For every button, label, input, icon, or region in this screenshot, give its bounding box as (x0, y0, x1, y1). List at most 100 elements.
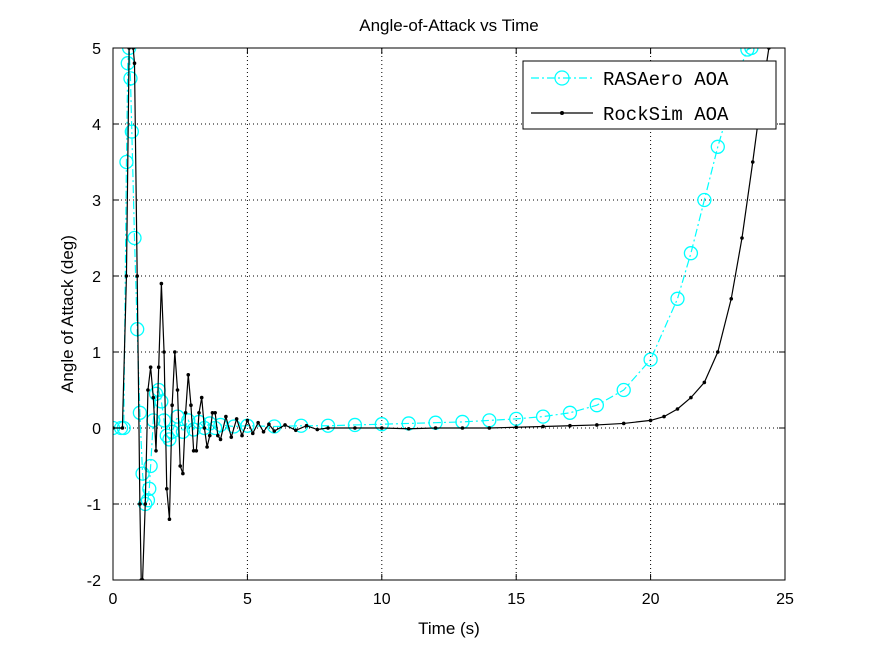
data-point (191, 449, 196, 453)
data-point (186, 373, 191, 377)
data-point (119, 154, 134, 170)
data-point (205, 445, 209, 449)
legend: RASAero AOA RockSim AOA (522, 60, 777, 130)
data-point (202, 426, 207, 430)
y-axis-label: Angle of Attack (deg) (58, 235, 77, 393)
data-point (347, 417, 363, 433)
data-point (272, 429, 277, 433)
data-point (148, 386, 164, 401)
data-point (702, 380, 707, 385)
data-point (189, 403, 193, 408)
data-point (146, 388, 150, 392)
data-point (127, 230, 142, 246)
data-point (175, 388, 180, 392)
data-point (164, 487, 169, 491)
data-point (697, 192, 712, 208)
data-point (124, 124, 139, 139)
axis-ticks: 0 5 10 15 20 25 -2 -1 0 1 2 3 4 5 (87, 41, 794, 608)
data-point (670, 291, 685, 306)
data-point (167, 517, 172, 521)
data-point (197, 411, 201, 415)
data-point (675, 407, 680, 411)
legend-marker-rocksim (560, 111, 564, 115)
y-tick-label: -2 (87, 573, 101, 590)
data-point (406, 426, 411, 431)
data-point (210, 411, 215, 415)
y-tick-label: 5 (92, 41, 101, 58)
data-point (509, 411, 524, 427)
x-tick-label: 5 (243, 591, 252, 608)
data-point (218, 437, 223, 442)
data-point (750, 160, 755, 164)
y-tick-label: 3 (92, 193, 101, 210)
x-axis-label: Time (s) (418, 619, 480, 638)
data-point (143, 502, 148, 506)
x-tick-label: 25 (776, 591, 794, 608)
y-tick-label: 1 (92, 345, 101, 362)
data-point (213, 411, 217, 415)
x-tick-label: 20 (642, 591, 660, 608)
data-point (487, 426, 492, 430)
data-point (178, 464, 182, 468)
data-point (120, 426, 125, 430)
data-point (315, 427, 320, 432)
legend-marker-rasaero (554, 70, 570, 86)
data-point (148, 365, 153, 370)
data-point (159, 281, 164, 286)
data-point (326, 426, 330, 430)
data-point (170, 403, 174, 408)
data-point (154, 394, 169, 409)
data-point (138, 502, 142, 506)
data-point (616, 382, 631, 398)
legend-label-rocksim: RockSim AOA (603, 104, 729, 126)
plot-background (113, 48, 785, 580)
data-point (353, 426, 357, 430)
data-point (689, 395, 693, 400)
data-point (729, 297, 734, 301)
plot-frame (112, 47, 786, 581)
data-point (250, 431, 255, 436)
data-point (154, 449, 158, 453)
data-point (589, 398, 604, 413)
data-point (267, 422, 271, 427)
data-point (293, 428, 298, 433)
series-layer (113, 48, 771, 580)
data-point (124, 274, 129, 278)
data-point (562, 405, 578, 420)
data-point (374, 417, 389, 432)
legend-label-rasaero: RASAero AOA (603, 69, 729, 91)
data-point (716, 350, 720, 354)
y-tick-label: 4 (92, 117, 101, 134)
plot-area (113, 48, 771, 580)
data-point (710, 139, 725, 154)
data-point (621, 421, 626, 426)
data-point (568, 423, 572, 428)
data-point (170, 409, 185, 424)
data-point (643, 352, 658, 367)
data-point (541, 424, 545, 429)
data-point (156, 365, 161, 370)
series-rocksim (113, 48, 771, 580)
series-line (113, 48, 770, 580)
data-point (199, 395, 204, 400)
data-point (207, 433, 212, 438)
data-point (245, 418, 250, 423)
data-point (261, 430, 266, 434)
y-tick-label: 0 (92, 421, 101, 438)
data-point (175, 424, 191, 439)
data-point (162, 432, 177, 447)
data-point (183, 411, 188, 415)
data-point (740, 236, 744, 240)
x-tick-label: 0 (109, 591, 118, 608)
data-point (535, 409, 551, 424)
data-point (683, 246, 699, 261)
data-point (140, 493, 156, 508)
data-point (186, 422, 201, 437)
data-point (132, 405, 148, 420)
data-point (662, 414, 666, 419)
data-point (173, 350, 177, 354)
data-point (135, 466, 150, 481)
y-tick-label: 2 (92, 269, 101, 286)
data-point (256, 420, 260, 425)
